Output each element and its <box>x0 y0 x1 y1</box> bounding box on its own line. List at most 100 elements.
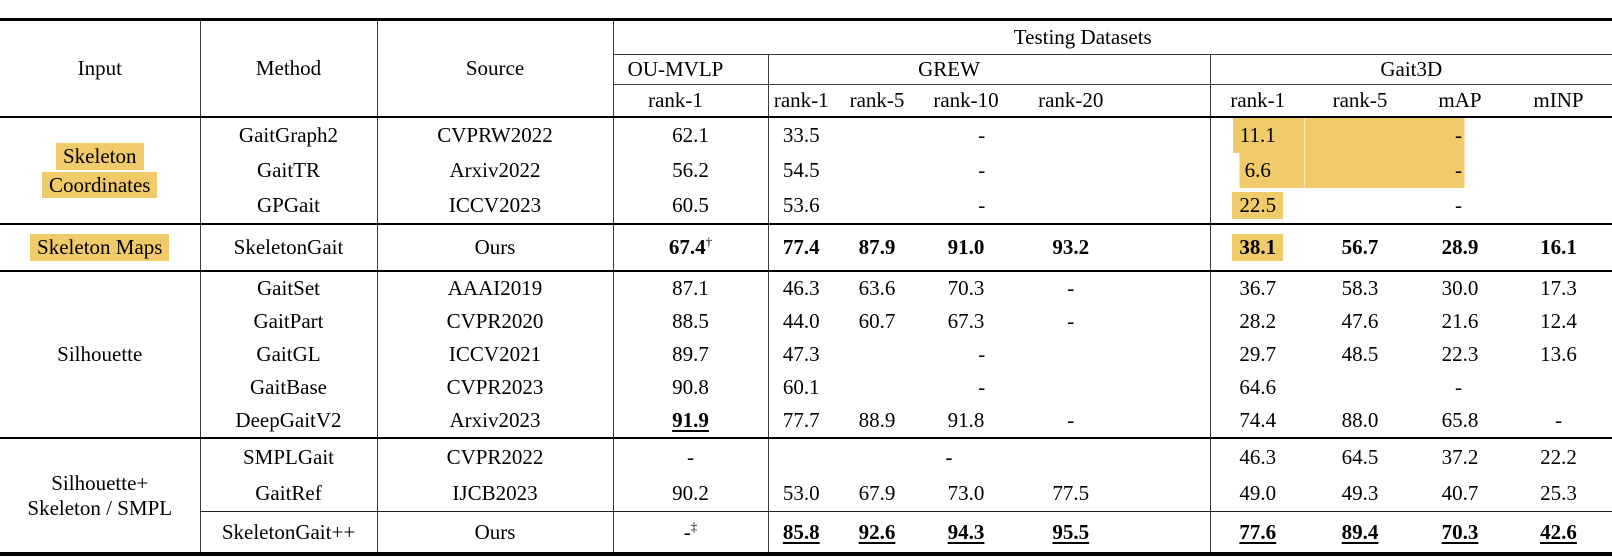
cell-gait3d-minp: 22.2 <box>1505 437 1612 475</box>
cell-grew-rank20: 93.2 <box>1012 223 1210 271</box>
cell-grew-rank1: 53.0 <box>767 475 834 512</box>
cell-method: GaitGraph2 <box>199 116 377 153</box>
cell-gait3d-rank5: 47.6 <box>1341 309 1379 334</box>
cell-gait3d-minp: 16.1 <box>1505 223 1612 271</box>
subheader-grew-rank20: rank-20 <box>1012 84 1210 118</box>
cell-grew-rank5: 63.6 <box>834 270 920 305</box>
cell-gait3d-minp: 25.3 <box>1505 475 1612 512</box>
cell-gait3d-map: 22.3 <box>1441 342 1479 367</box>
cell-grew-rank10: 70.3 <box>920 270 1012 305</box>
dagger-marker: † <box>705 234 713 250</box>
cell-grew-rank5: 67.9 <box>834 475 920 512</box>
subheader-grew-rank1: rank-1 <box>767 84 834 118</box>
highlight-skeleton: Skeleton <box>56 142 144 170</box>
cell-gait3d-map: 65.8 <box>1441 408 1479 433</box>
input-label-silhouette: Silhouette <box>0 270 200 438</box>
cell-method: GaitSet <box>199 270 377 305</box>
cell-grew-rank1: 54.5 <box>767 153 834 188</box>
cell-source: ICCV2021 <box>376 338 613 371</box>
cell-gait3d-merged-dash-highlighted: - <box>1305 116 1612 153</box>
testing-datasets-header: Testing Datasets <box>612 19 1612 55</box>
cell-grew-merged-dash: - <box>767 437 1210 475</box>
cell-ou-rank1: 87.1 <box>612 270 768 305</box>
cell-gait3d-rank1: 46.3 <box>1209 437 1305 475</box>
cell-grew-rank10: 91.0 <box>920 223 1012 271</box>
cell-gait3d-rank5: 48.5 <box>1341 342 1379 367</box>
table-row-skeletongait: Skeleton Maps SkeletonGait Ours 67.4† 77… <box>0 223 1612 271</box>
value: - <box>683 519 691 544</box>
dataset-header-grew: GREW <box>767 54 1210 85</box>
cell-source: CVPR2022 <box>376 437 613 475</box>
cell-method: GaitPart <box>199 305 377 338</box>
cell-grew-rank1: 46.3 <box>767 270 834 305</box>
input-label-silhouette-skeleton-smpl: Silhouette+ Skeleton / SMPL <box>0 437 200 554</box>
col-header-method: Method <box>199 19 377 118</box>
cell-method: GaitGL <box>199 338 377 371</box>
cell-gait3d-rank1-highlighted: 11.1 <box>1209 116 1305 153</box>
value-bold-underlined: 92.6 <box>858 519 896 544</box>
subheader-grew-rank10: rank-10 <box>920 84 1012 118</box>
input-label-skeleton-coordinates: Skeleton Coordinates <box>0 116 200 224</box>
cell-source: Ours <box>376 511 613 554</box>
cell-gait3d-rank1: 38.1 <box>1209 223 1305 271</box>
cell-gait3d-rank5: 56.7 <box>1305 223 1415 271</box>
value-bold-underlined: 77.6 <box>1239 519 1277 544</box>
cell-gait3d-rank1: 74.4 <box>1209 404 1305 438</box>
value-bold-underlined: 70.3 <box>1441 519 1479 544</box>
table-row-deepgaitv2: DeepGaitV2 Arxiv2023 91.9 77.7 88.9 91.8… <box>0 404 1612 438</box>
table-row-gaitbase: GaitBase CVPR2023 90.8 60.1 - 64.6 - <box>0 371 1612 404</box>
cell-gait3d-minp: 42.6 <box>1505 512 1612 555</box>
cell-gait3d-minp: 13.6 <box>1540 342 1577 367</box>
cell-gait3d-map: 28.9 <box>1415 223 1505 271</box>
cell-grew-rank5: 92.6 <box>834 512 920 555</box>
input-label-line1: Silhouette+ <box>51 470 149 495</box>
cell-source: Arxiv2022 <box>376 153 613 188</box>
cell-gait3d-rank1: 64.6 <box>1209 371 1305 404</box>
cell-grew-rank20: 95.5 <box>1012 512 1210 555</box>
cell-method: GaitRef <box>199 475 377 512</box>
input-label-skeleton-maps: Skeleton Maps <box>0 223 200 271</box>
cell-grew-rank20: - <box>1067 309 1075 334</box>
cell-gait3d-rank1: 77.6 <box>1209 511 1305 554</box>
cell-method: SkeletonGait++ <box>199 511 377 554</box>
cell-gait3d-rank5: 58.3 <box>1305 270 1415 305</box>
dataset-header-gait3d: Gait3D <box>1209 54 1612 85</box>
value-bold-underlined: 85.8 <box>782 519 820 544</box>
cell-gait3d-map: 70.3 <box>1415 512 1505 555</box>
cell-gait3d-merged-dash: - <box>1455 375 1462 400</box>
col-header-source: Source <box>376 19 613 118</box>
cell-grew-rank20: - <box>1012 270 1210 305</box>
value-bold: 67.4 <box>668 235 706 260</box>
cell-gait3d-rank5: 88.0 <box>1341 408 1379 433</box>
cell-grew-rank20: - <box>1067 408 1075 433</box>
cell-grew-rank10: 91.8 <box>947 408 985 433</box>
cell-gait3d-map: 30.0 <box>1415 270 1505 305</box>
subheader-ou-rank1: rank-1 <box>612 84 768 118</box>
cell-grew-rank1: 77.7 <box>767 404 834 438</box>
cell-grew-rank1: 44.0 <box>767 305 834 338</box>
cell-gait3d-merged-dash-highlighted: - <box>1305 153 1612 188</box>
cell-gait3d-rank1: 36.7 <box>1209 270 1305 305</box>
table-row-gpgait: GPGait ICCV2023 60.5 53.6 - 22.5 - <box>0 188 1612 224</box>
header-row-metrics: rank-1 rank-1 rank-5 rank-10 rank-20 ran… <box>0 84 1612 118</box>
cell-gait3d-rank1-highlighted: 6.6 <box>1209 153 1305 188</box>
cell-method: GPGait <box>199 188 377 224</box>
cell-ou-rank1: 91.9 <box>612 404 768 438</box>
cell-grew-rank1: 47.3 <box>767 338 834 371</box>
cell-source: CVPRW2022 <box>376 116 613 153</box>
table-row-skeletongait-plus-plus: SkeletonGait++ Ours -‡ 85.8 92.6 94.3 95… <box>0 511 1612 555</box>
table-row-gaitgraph2: Skeleton Coordinates GaitGraph2 CVPRW202… <box>0 116 1612 224</box>
cell-ou-rank1: 60.5 <box>612 188 768 224</box>
header-row-datasets: OU-MVLP GREW Gait3D <box>0 54 1612 85</box>
cell-gait3d-map: 40.7 <box>1415 475 1505 512</box>
cell-grew-rank1: 33.5 <box>767 116 834 153</box>
highlight-value: 38.1 <box>1232 234 1284 261</box>
cell-grew-rank20: 77.5 <box>1012 475 1210 512</box>
highlight-value: 22.5 <box>1232 192 1284 219</box>
results-table: Input Method Source Testing Datasets OU-… <box>0 18 1612 556</box>
cell-grew-rank10: 94.3 <box>920 512 1012 555</box>
cell-grew-merged-dash: - <box>978 375 986 400</box>
cell-source: IJCB2023 <box>376 475 613 512</box>
value-bold-underlined: 42.6 <box>1540 519 1577 544</box>
cell-method: SMPLGait <box>199 437 377 475</box>
